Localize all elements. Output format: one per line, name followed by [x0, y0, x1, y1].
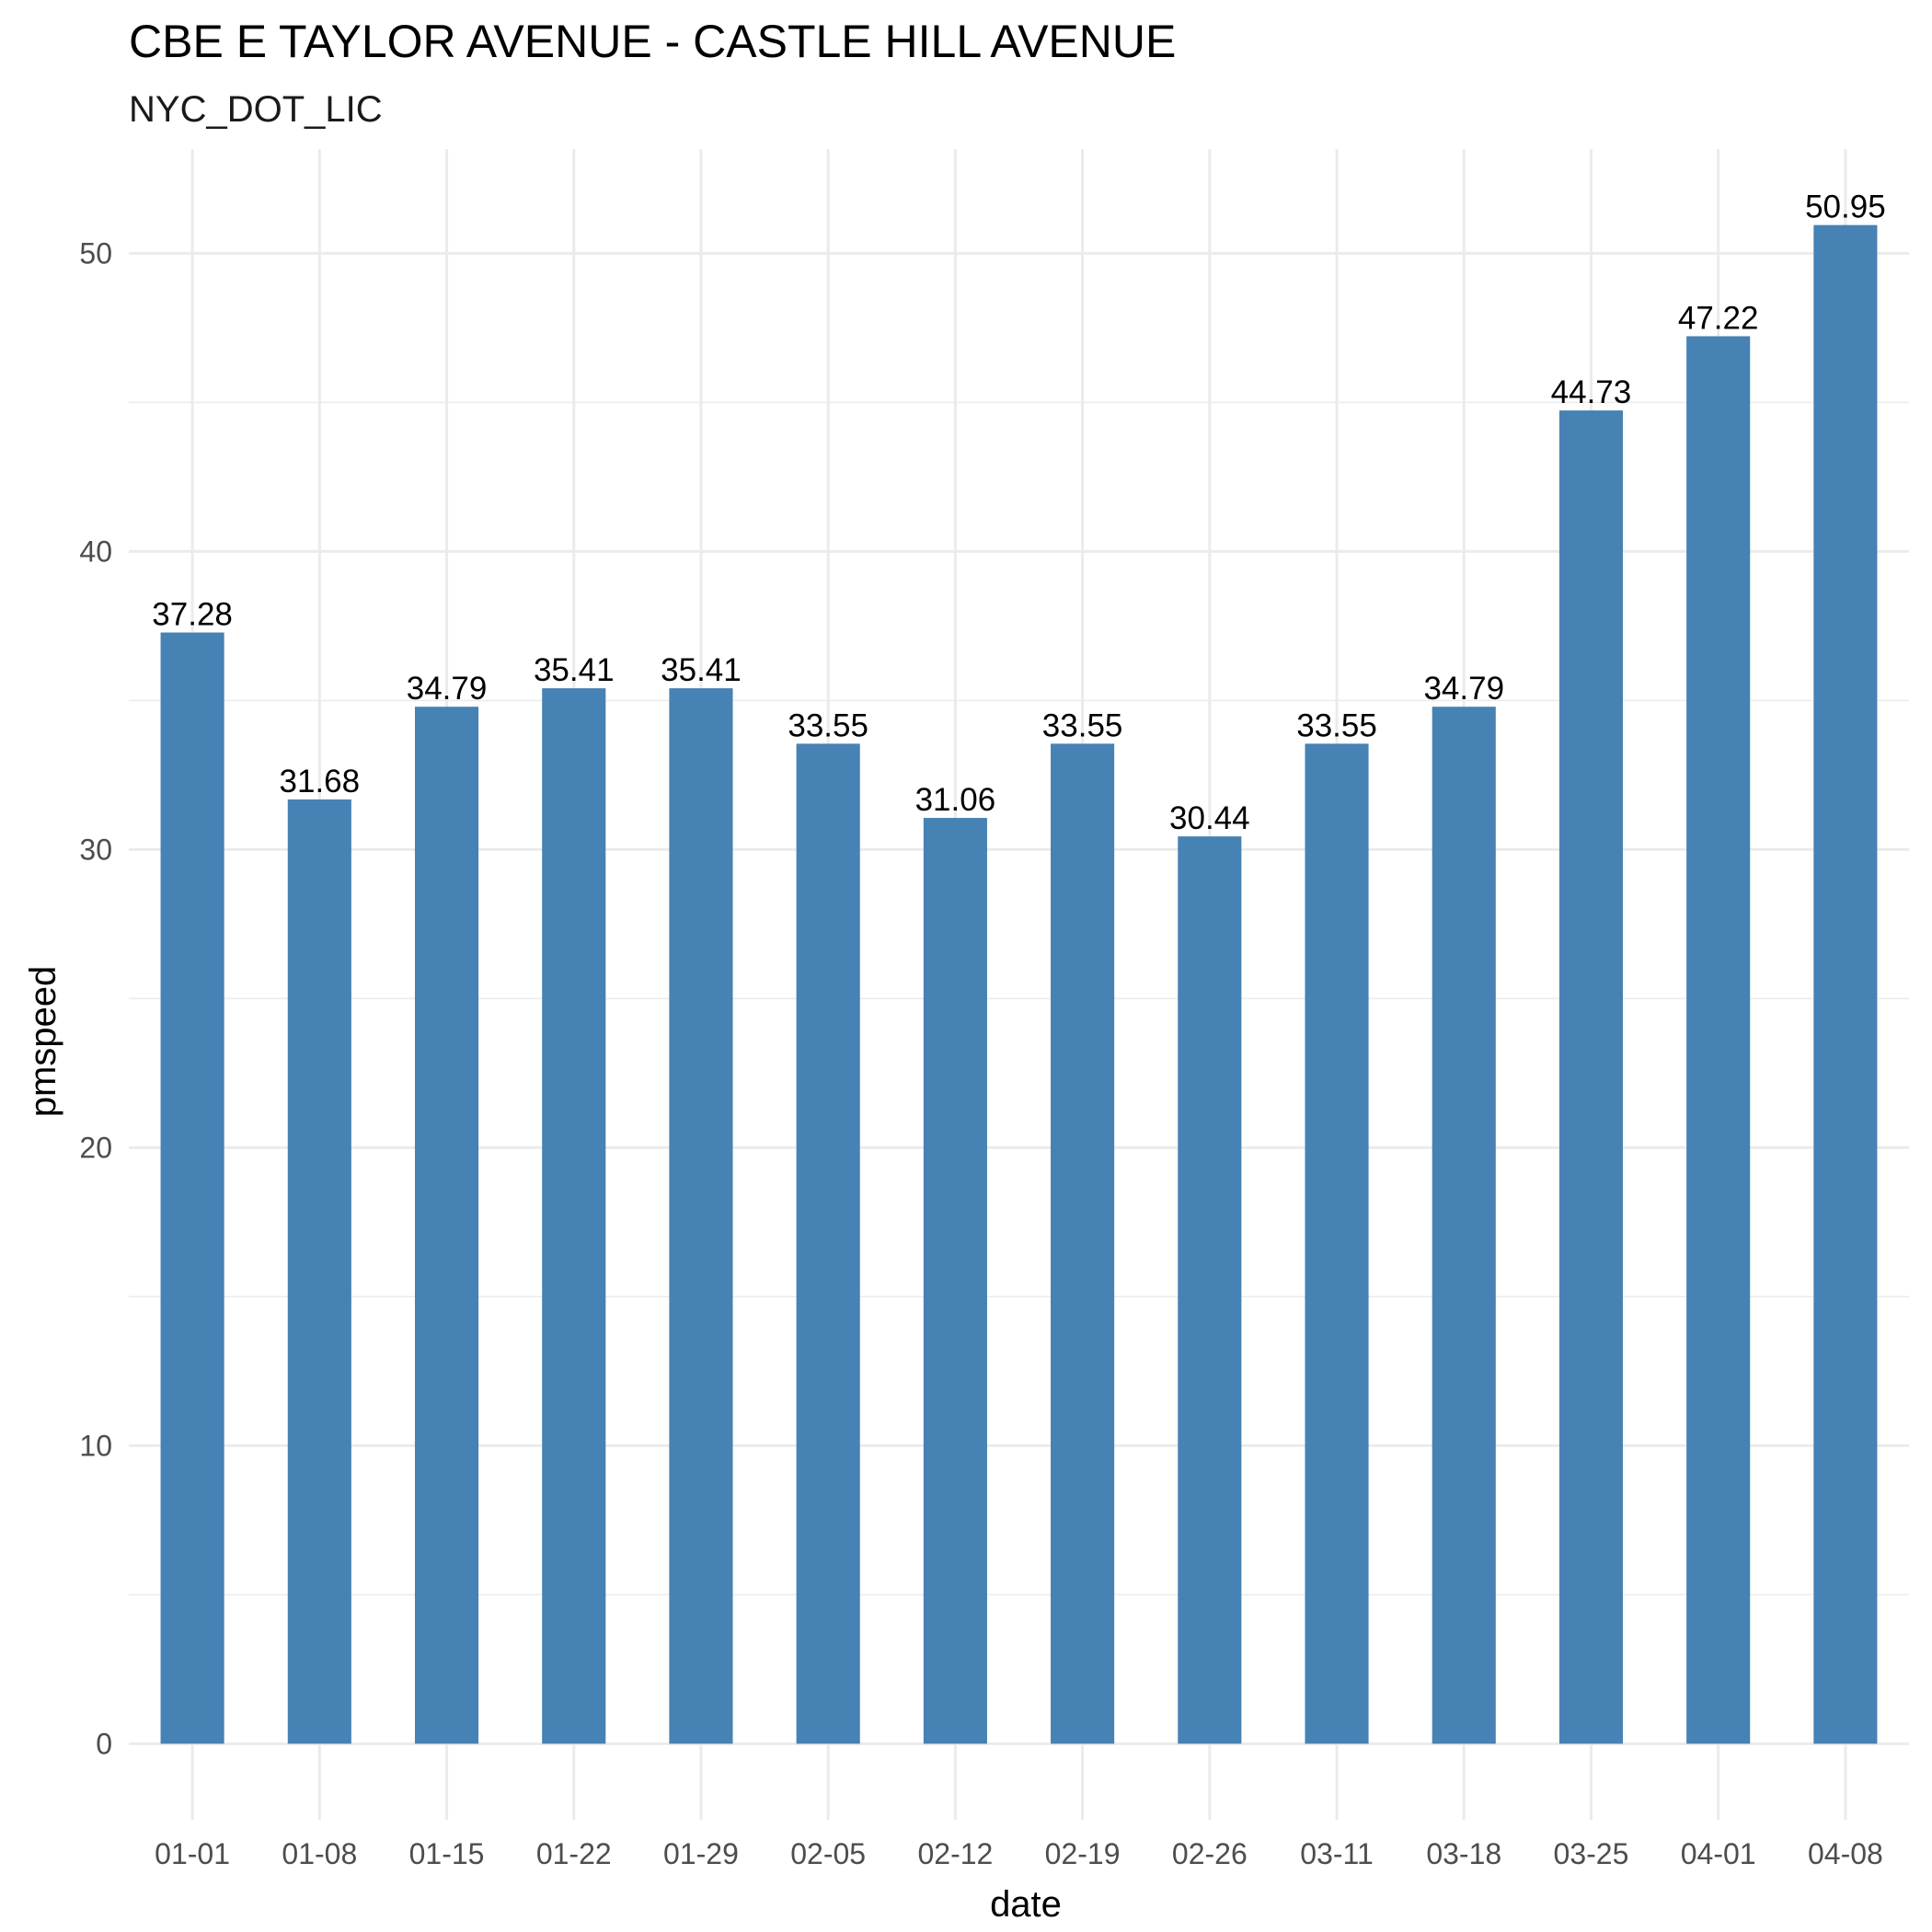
bar: [414, 707, 479, 1744]
chart-title: CBE E TAYLOR AVENUE - CASTLE HILL AVENUE: [129, 16, 1176, 67]
y-axis-title: pmspeed: [23, 966, 63, 1118]
x-axis-ticks: 01-01 01-08 01-15 01-22 01-29 02-05 02-12 02-19…: [155, 1837, 1883, 1870]
y-tick-label: 10: [79, 1429, 112, 1462]
bar: [1686, 336, 1751, 1744]
bar-value-label: 33.55: [1296, 707, 1377, 743]
bar-value-label: 33.55: [788, 707, 868, 743]
x-tick-label: 01-15: [409, 1837, 485, 1870]
x-tick-label: 01-29: [663, 1837, 739, 1870]
bar-value-label: 31.06: [915, 782, 996, 818]
bar-value-label: 47.22: [1678, 300, 1759, 336]
x-tick-label: 02-19: [1045, 1837, 1121, 1870]
bar: [542, 688, 606, 1744]
bar-value-label: 35.41: [534, 652, 615, 688]
bar-value-label: 33.55: [1042, 707, 1123, 743]
y-tick-label: 30: [79, 833, 112, 866]
bar: [1305, 743, 1369, 1744]
bar-value-label: 30.44: [1169, 800, 1250, 836]
x-tick-label: 02-05: [790, 1837, 866, 1870]
x-tick-label: 04-01: [1681, 1837, 1756, 1870]
x-tick-label: 03-11: [1300, 1837, 1373, 1870]
bar-value-labels: 37.28 31.68 34.79 35.41 35.41 33.55 31.06 33.55…: [152, 190, 1885, 837]
bar-value-label: 44.73: [1551, 374, 1632, 410]
x-tick-label: 02-12: [917, 1837, 993, 1870]
y-tick-label: 20: [79, 1131, 112, 1164]
bar: [796, 743, 860, 1744]
minor-gridlines: [129, 401, 1909, 1596]
major-gridlines: [129, 149, 1909, 1820]
bar: [1813, 224, 1878, 1744]
bar: [923, 818, 987, 1744]
x-tick-label: 01-08: [282, 1837, 357, 1870]
bar: [160, 632, 224, 1744]
bar: [1178, 836, 1242, 1744]
bar: [287, 799, 351, 1744]
x-tick-label: 02-26: [1172, 1837, 1248, 1870]
x-tick-label: 03-25: [1554, 1837, 1629, 1870]
bar-value-label: 31.68: [280, 764, 361, 799]
x-tick-label: 01-01: [155, 1837, 230, 1870]
x-tick-label: 04-08: [1808, 1837, 1883, 1870]
bar-value-label: 34.79: [1423, 671, 1504, 707]
y-axis-ticks: 0 10 20 30 40 50: [79, 236, 112, 1760]
chart-subtitle: NYC_DOT_LIC: [129, 89, 383, 130]
bar-value-label: 35.41: [661, 652, 742, 688]
bar-value-label: 37.28: [152, 597, 233, 633]
bar: [1432, 707, 1496, 1744]
x-tick-label: 01-22: [536, 1837, 612, 1870]
bars: [160, 224, 1878, 1744]
bar-value-label: 34.79: [407, 671, 488, 707]
bar: [669, 688, 733, 1744]
bar: [1558, 410, 1624, 1744]
x-axis-title: date: [990, 1884, 1062, 1925]
bar-value-label: 50.95: [1805, 190, 1886, 225]
x-tick-label: 03-18: [1426, 1837, 1501, 1870]
y-tick-label: 40: [79, 535, 112, 568]
y-tick-label: 0: [96, 1727, 112, 1760]
y-tick-label: 50: [79, 236, 112, 270]
bar: [1051, 743, 1115, 1744]
